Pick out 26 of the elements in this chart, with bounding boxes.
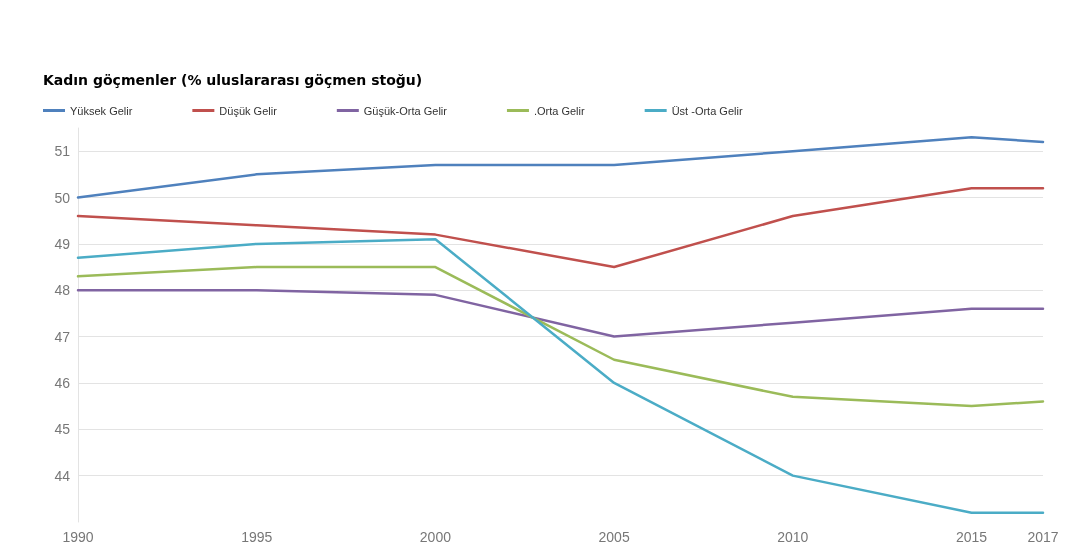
- line-series: [76, 187, 1045, 269]
- y-tick-label: 45: [54, 421, 71, 438]
- legend-label: .Orta Gelir: [533, 104, 586, 117]
- x-tick-label: 2005: [598, 529, 630, 545]
- x-tick-label: 2017: [1027, 529, 1059, 545]
- x-tick-label: 1990: [62, 529, 94, 545]
- y-tick-label: 47: [54, 328, 71, 345]
- line-series: [76, 136, 1045, 199]
- legend-label: Düşük Gelir: [219, 104, 278, 117]
- x-tick-label: 2010: [777, 529, 809, 545]
- x-tick-label: 2000: [419, 529, 452, 545]
- line-series: [76, 288, 1045, 338]
- x-tick-label: 2015: [955, 529, 988, 545]
- line-series: [76, 265, 1045, 408]
- y-tick-label: 44: [54, 467, 71, 484]
- legend-label: Yüksek Gelir: [70, 104, 133, 117]
- chart-title: Kadın göçmenler (% uluslararası göçmen stoğu): [43, 72, 423, 88]
- y-tick-label: 50: [54, 189, 71, 206]
- y-tick-label: 48: [54, 282, 71, 299]
- legend-label: Güşük-Orta Gelir: [363, 104, 448, 117]
- legend-label: Üst -Orta Gelir: [671, 104, 743, 117]
- y-tick-label: 49: [54, 235, 71, 252]
- y-tick-label: 46: [54, 374, 71, 391]
- x-tick-label: 1995: [241, 529, 273, 545]
- line-series: [76, 238, 1045, 514]
- y-tick-label: 51: [54, 143, 71, 160]
